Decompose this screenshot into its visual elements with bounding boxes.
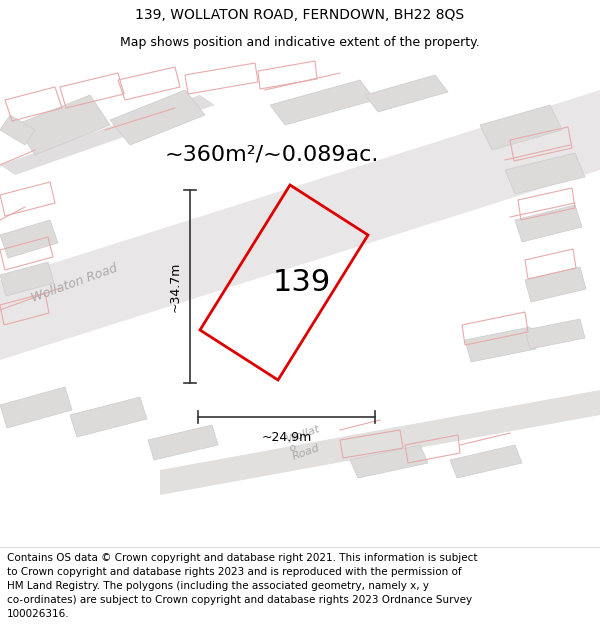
Polygon shape <box>505 153 585 194</box>
Text: ~34.7m: ~34.7m <box>169 261 182 312</box>
Polygon shape <box>148 425 218 460</box>
Text: Wollaton Road: Wollaton Road <box>30 261 120 304</box>
Polygon shape <box>0 90 600 360</box>
Polygon shape <box>0 95 215 175</box>
Text: ~24.9m: ~24.9m <box>262 431 311 444</box>
Polygon shape <box>0 220 58 258</box>
Text: Map shows position and indicative extent of the property.: Map shows position and indicative extent… <box>120 36 480 49</box>
Polygon shape <box>480 105 562 150</box>
Polygon shape <box>0 262 54 296</box>
Polygon shape <box>270 80 375 125</box>
Text: ~360m²/~0.089ac.: ~360m²/~0.089ac. <box>165 145 379 165</box>
Text: 139, WOLLATON ROAD, FERNDOWN, BH22 8QS: 139, WOLLATON ROAD, FERNDOWN, BH22 8QS <box>136 8 464 22</box>
Polygon shape <box>515 205 582 242</box>
Text: co-ordinates) are subject to Crown copyright and database rights 2023 Ordnance S: co-ordinates) are subject to Crown copyr… <box>7 595 472 605</box>
Polygon shape <box>525 267 586 302</box>
Polygon shape <box>350 445 428 478</box>
Text: Contains OS data © Crown copyright and database right 2021. This information is : Contains OS data © Crown copyright and d… <box>7 553 478 563</box>
Polygon shape <box>110 90 205 145</box>
Polygon shape <box>450 445 522 478</box>
Polygon shape <box>0 115 35 145</box>
Polygon shape <box>160 390 600 495</box>
Polygon shape <box>70 397 147 437</box>
Text: 100026316.: 100026316. <box>7 609 70 619</box>
Text: 139: 139 <box>273 268 331 297</box>
Polygon shape <box>525 319 585 349</box>
Text: to Crown copyright and database rights 2023 and is reproduced with the permissio: to Crown copyright and database rights 2… <box>7 567 462 577</box>
Text: Wollat
o
Road: Wollat o Road <box>285 424 328 462</box>
Polygon shape <box>15 95 110 155</box>
Text: HM Land Registry. The polygons (including the associated geometry, namely x, y: HM Land Registry. The polygons (includin… <box>7 581 429 591</box>
Polygon shape <box>465 327 536 362</box>
Polygon shape <box>0 387 72 428</box>
Polygon shape <box>365 75 448 112</box>
